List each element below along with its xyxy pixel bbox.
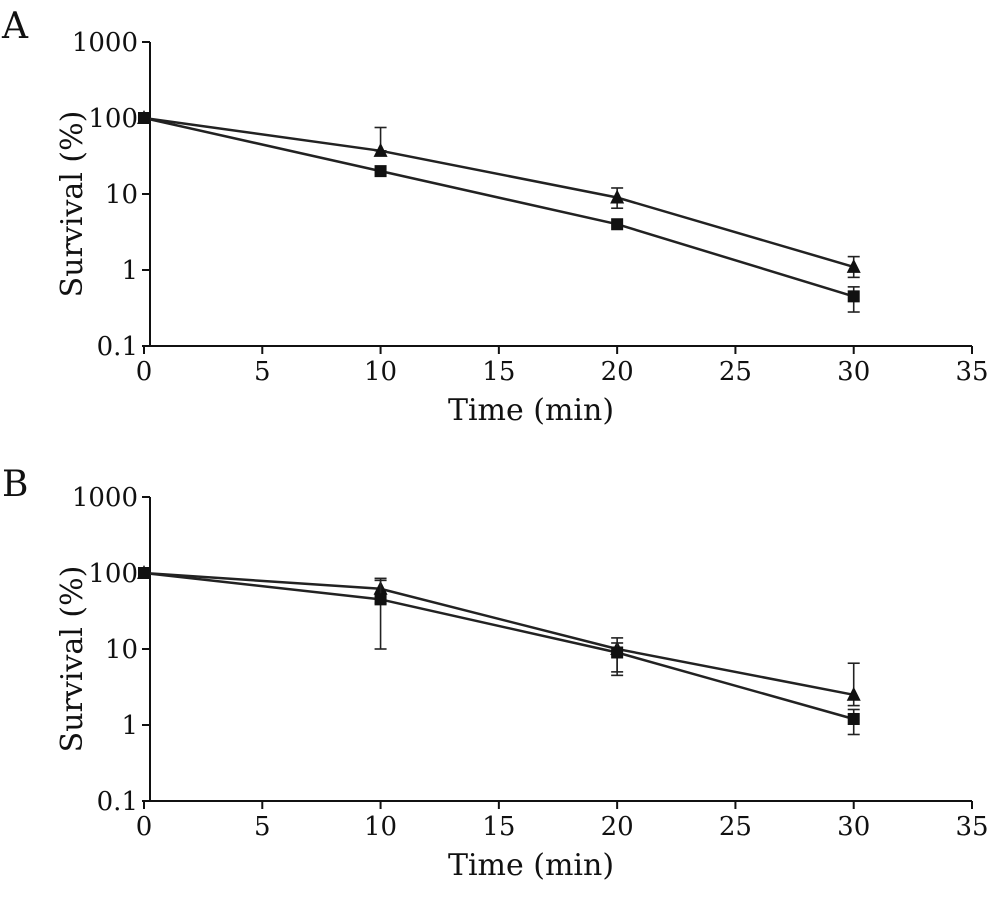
- series-line-triangle: [143, 571, 854, 697]
- series-line-square: [143, 571, 855, 721]
- data-point-triangle: [610, 189, 625, 204]
- x-axis-title: Time (min): [448, 393, 614, 428]
- panel-letter: B: [2, 464, 28, 505]
- data-point-square: [138, 567, 150, 579]
- data-point-triangle: [373, 142, 388, 157]
- x-tick-label: 15: [482, 812, 515, 842]
- data-point-triangle: [846, 686, 861, 701]
- x-tick-label: 5: [254, 812, 271, 842]
- data-point-square: [374, 593, 387, 606]
- data-point-square: [138, 112, 150, 124]
- y-tick-label: 100: [88, 104, 138, 134]
- y-tick-label: 100: [88, 559, 138, 589]
- data-point-square: [847, 290, 860, 303]
- y-tick-label: 0.1: [97, 332, 138, 362]
- x-tick-label: 0: [136, 357, 153, 387]
- x-tick-label: 5: [254, 357, 271, 387]
- data-point-triangle: [846, 258, 861, 273]
- y-tick-label: 0.1: [97, 787, 138, 817]
- data-point-square: [611, 218, 624, 231]
- x-tick-label: 10: [364, 357, 397, 387]
- x-tick-label: 35: [955, 357, 988, 387]
- x-tick-label: 20: [601, 812, 634, 842]
- x-tick-label: 30: [837, 812, 870, 842]
- data-point-square: [374, 165, 387, 178]
- x-axis-title: Time (min): [448, 848, 614, 883]
- x-tick-label: 25: [719, 357, 752, 387]
- x-tick-label: 20: [601, 357, 634, 387]
- y-tick-label: 10: [105, 180, 138, 210]
- y-axis-title: Survival (%): [55, 566, 90, 753]
- x-tick-label: 30: [837, 357, 870, 387]
- panel-b: B 0.1 1 10 100 1000 0 5 10 15 20 25 30 35 Time (min) Su…: [2, 464, 989, 883]
- panel-letter: A: [1, 6, 29, 47]
- y-tick-label: 10: [105, 635, 138, 665]
- data-point-square: [847, 712, 860, 725]
- x-tick-label: 0: [136, 812, 153, 842]
- y-tick-label: 1: [121, 256, 138, 286]
- y-tick-label: 1: [121, 711, 138, 741]
- x-tick-label: 25: [719, 812, 752, 842]
- series-line-square: [143, 116, 855, 298]
- x-tick-label: 10: [364, 812, 397, 842]
- series-line-triangle: [143, 116, 855, 269]
- x-tick-label: 35: [955, 812, 988, 842]
- data-point-square: [611, 646, 624, 659]
- y-axis-title: Survival (%): [55, 111, 90, 298]
- panel-a: A 0.1 1 10 100 1000 0 5 10 15 20 25 30 35 Time (min) Su…: [1, 6, 989, 428]
- y-tick-label: 1000: [72, 28, 138, 58]
- x-tick-label: 15: [482, 357, 515, 387]
- y-tick-label: 1000: [72, 483, 138, 513]
